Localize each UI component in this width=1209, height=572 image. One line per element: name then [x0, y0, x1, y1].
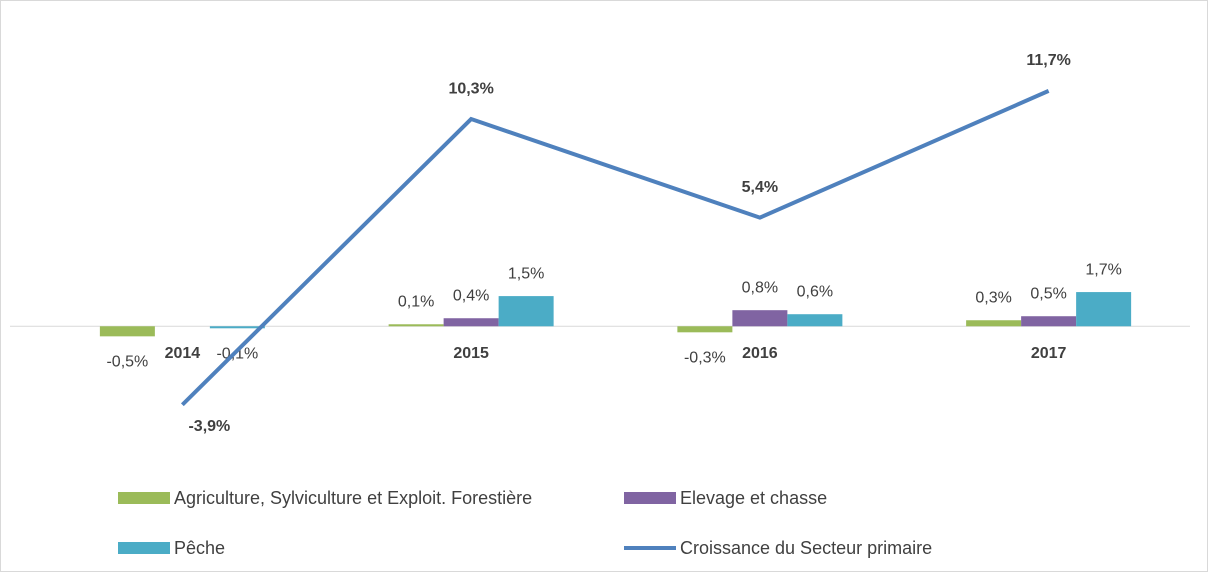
data-label: 5,4%	[742, 179, 778, 196]
data-label: 0,3%	[975, 289, 1011, 306]
x-tick-label: 2016	[742, 345, 778, 362]
data-label: 10,3%	[448, 80, 493, 97]
x-tick-label: 2015	[453, 345, 489, 362]
bar	[1076, 292, 1132, 327]
line	[180, 89, 1050, 407]
data-label: 0,1%	[398, 293, 434, 310]
data-label: -3,9%	[188, 418, 230, 435]
data-label: 1,7%	[1085, 261, 1121, 278]
legend-label: Croissance du Secteur primaire	[680, 538, 932, 558]
legend-swatch	[118, 542, 170, 554]
bar	[677, 326, 733, 333]
bar	[732, 310, 788, 327]
bar	[209, 326, 265, 329]
bar	[787, 314, 843, 327]
bar	[1021, 316, 1077, 327]
data-label: 0,6%	[797, 283, 833, 300]
x-tick-label: 2017	[1031, 345, 1067, 362]
data-label: 0,4%	[453, 287, 489, 304]
legend-label: Agriculture, Sylviculture et Exploit. Fo…	[174, 488, 532, 508]
data-label: 0,8%	[742, 279, 778, 296]
bar	[99, 326, 155, 337]
data-label: -0,3%	[684, 350, 726, 367]
bar	[966, 320, 1022, 327]
data-label: -0,5%	[106, 354, 148, 371]
legend-label: Pêche	[174, 538, 225, 558]
legend-label: Elevage et chasse	[680, 488, 827, 508]
legend-swatch	[118, 492, 170, 504]
legend-swatch	[624, 492, 676, 504]
x-tick-label: 2014	[165, 345, 201, 362]
data-label: 11,7%	[1026, 52, 1070, 69]
bar	[498, 296, 554, 327]
bar	[443, 318, 499, 327]
data-label: 0,5%	[1030, 285, 1066, 302]
data-label: 1,5%	[508, 265, 544, 282]
bar	[388, 324, 444, 327]
